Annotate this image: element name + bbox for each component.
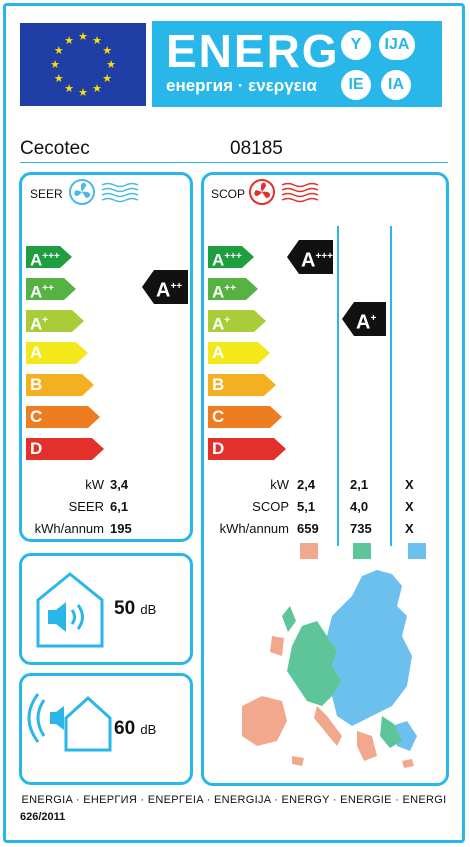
seer-scale-bar: A (26, 342, 88, 364)
eu-star-icon: ★ (54, 73, 64, 85)
scop-value-colder: X (405, 477, 414, 492)
brand-name: Cecotec (20, 138, 90, 159)
seer-stat-value: 3,4 (110, 477, 129, 492)
indoor-speaker-icon (34, 570, 106, 655)
seer-stat-label: kWh/annum (34, 521, 104, 536)
europe-climate-map (232, 566, 432, 783)
model-number: 08185 (230, 138, 283, 159)
footer-languages: ENERGIA · ЕНЕРГИЯ · ΕΝΕΡΓΕΙΑ · ENERGIJA … (21, 794, 447, 806)
scop-value-average: 4,0 (350, 499, 369, 514)
scop-value-warmer: 2,4 (297, 477, 316, 492)
eu-star-icon: ★ (50, 59, 60, 71)
outdoor-noise-panel (19, 673, 193, 785)
climate-zone-colder-swatch (408, 543, 426, 559)
eu-star-icon: ★ (106, 59, 116, 71)
eu-star-icon: ★ (54, 45, 64, 57)
seer-stat-value: 6,1 (110, 499, 129, 514)
seer-scale-bar: A++ (26, 278, 76, 300)
scop-label: SCOP (211, 187, 246, 201)
energy-subtitle: енергия · ενεργεια (166, 76, 317, 95)
energy-title: ENERG (166, 25, 340, 77)
outdoor-speaker-icon (26, 690, 112, 775)
scop-panel (201, 172, 449, 786)
column-divider (337, 226, 339, 546)
language-badge: Y (341, 30, 371, 60)
outdoor-noise-value: 60 dB (114, 718, 157, 739)
seer-scale-bar: A+++ (26, 246, 72, 268)
language-badge: IJA (379, 30, 415, 60)
scop-stat-label: SCOP (252, 499, 289, 514)
scop-value-colder: X (405, 521, 414, 536)
scop-value-average: 735 (350, 521, 372, 536)
seer-label: SEER (30, 187, 63, 201)
scop-scale-bar: A++ (208, 278, 258, 300)
eu-star-icon: ★ (78, 31, 88, 43)
scop-scale-bar: C (208, 406, 282, 428)
scop-value-warmer: 5,1 (297, 499, 316, 514)
scop-scale-bar: D (208, 438, 286, 460)
scop-value-average: 2,1 (350, 477, 369, 492)
climate-zone-warmer-swatch (300, 543, 318, 559)
eu-star-icon: ★ (78, 87, 88, 99)
scop-stat-label: kW (270, 477, 289, 492)
eu-star-icon: ★ (64, 35, 74, 47)
divider (20, 162, 448, 163)
eu-star-icon: ★ (102, 73, 112, 85)
climate-zone-average-swatch (353, 543, 371, 559)
label-frame (3, 3, 465, 843)
scop-scale-bar: A+ (208, 310, 266, 332)
heating-fan-icon (248, 178, 328, 211)
scop-value-warmer: 659 (297, 521, 319, 536)
eu-star-icon: ★ (102, 45, 112, 57)
seer-scale-bar: A+ (26, 310, 84, 332)
seer-scale-bar: B (26, 374, 94, 396)
scop-scale-bar: A (208, 342, 270, 364)
scop-scale-bar: A+++ (208, 246, 254, 268)
scop-scale-bar: B (208, 374, 276, 396)
scop-value-colder: X (405, 499, 414, 514)
column-divider (390, 226, 392, 546)
seer-scale-bar: D (26, 438, 104, 460)
language-badge: IA (381, 70, 411, 100)
eu-star-icon: ★ (92, 83, 102, 95)
regulation-number: 626/2011 (20, 811, 66, 823)
scop-stat-label: kWh/annum (219, 521, 289, 536)
eu-flag-icon: ★ ★ ★ ★ ★ ★ ★ ★ ★ ★ ★ ★ (20, 23, 146, 106)
indoor-noise-value: 50 dB (114, 598, 157, 619)
cooling-fan-icon (68, 178, 148, 211)
seer-stat-label: SEER (68, 499, 104, 514)
language-badge: IE (341, 70, 371, 100)
seer-panel (19, 172, 193, 542)
eu-star-icon: ★ (64, 83, 74, 95)
seer-stat-label: kW (85, 477, 104, 492)
seer-stat-value: 195 (110, 521, 132, 536)
eu-star-icon: ★ (92, 35, 102, 47)
indoor-noise-panel (19, 553, 193, 665)
seer-scale-bar: C (26, 406, 100, 428)
